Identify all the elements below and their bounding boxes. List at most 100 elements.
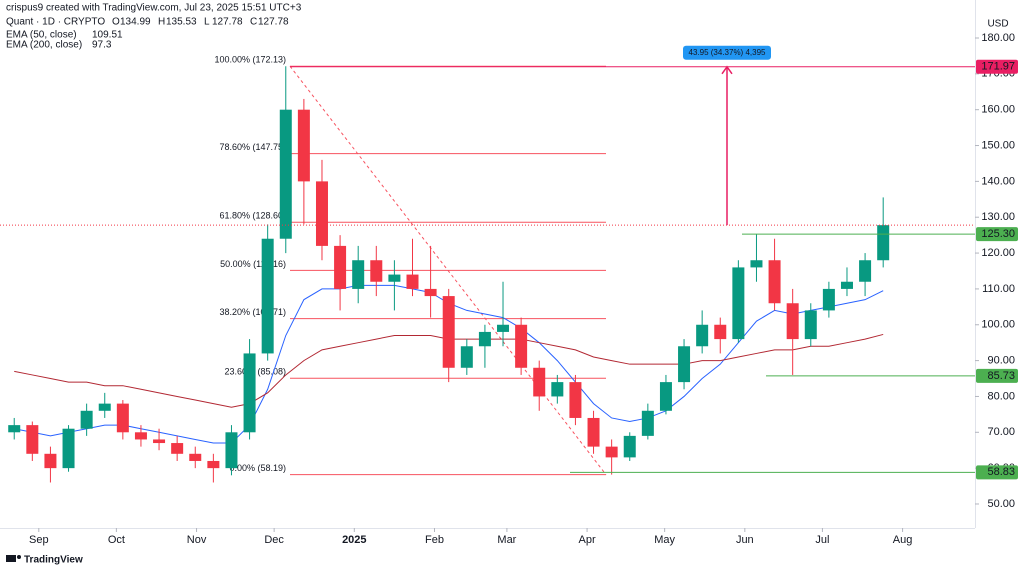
logo-mark — [6, 555, 16, 562]
candle — [44, 446, 57, 483]
candle — [587, 410, 600, 454]
candle — [714, 317, 727, 354]
ohlc-label: O — [112, 17, 120, 28]
candle-body — [315, 181, 328, 246]
y-tick-label: 90.00 — [987, 355, 1015, 367]
price-box-label: 125.30 — [981, 228, 1015, 240]
y-tick-label: 140.00 — [981, 175, 1015, 187]
candle-body — [551, 382, 564, 397]
candle — [26, 421, 39, 461]
candle-body — [243, 353, 256, 433]
x-tick-label: Oct — [108, 534, 125, 546]
candle — [279, 66, 292, 254]
candle — [786, 288, 799, 375]
price-box — [976, 368, 1018, 383]
candle-body — [334, 245, 347, 289]
brand: TradingView — [24, 555, 83, 566]
measure-arrowhead — [721, 65, 733, 75]
candle-body — [678, 346, 691, 383]
candle-body — [750, 260, 763, 268]
ohlc-value: 135.53 — [166, 17, 197, 28]
legend-name: EMA (50, close) — [6, 30, 77, 41]
candle — [424, 245, 437, 318]
x-tick-label: Aug — [893, 534, 913, 546]
fib-label: 78.60% (147.75) — [219, 142, 286, 152]
candle — [859, 253, 872, 297]
candle-body — [279, 109, 292, 239]
candle — [478, 324, 491, 368]
candle-body — [98, 403, 111, 411]
candle-body — [207, 460, 220, 469]
fib-label: 100.00% (172.13) — [214, 55, 286, 65]
candle-body — [442, 296, 455, 368]
candle — [334, 235, 347, 311]
ohlc-label: C — [250, 17, 257, 28]
candle-body — [116, 403, 129, 433]
candle — [840, 267, 853, 297]
candle-body — [26, 425, 39, 454]
candle — [171, 435, 184, 461]
fib-label: 50.00% (115.16) — [220, 259, 286, 269]
candle — [750, 234, 763, 282]
candle-body — [605, 446, 618, 458]
legend-name: EMA (200, close) — [6, 40, 82, 51]
y-tick-label: 70.00 — [987, 426, 1015, 438]
x-tick-label: Jun — [736, 534, 754, 546]
candle-body — [768, 260, 781, 304]
candle-body — [732, 267, 745, 340]
candle — [822, 281, 835, 318]
candle — [678, 339, 691, 390]
x-tick-label: Mar — [497, 534, 516, 546]
legend-value: 109.51 — [92, 30, 123, 41]
measure-box — [683, 45, 771, 60]
candle — [533, 360, 546, 411]
candle — [551, 374, 564, 404]
y-tick-label: 150.00 — [981, 139, 1015, 151]
candle — [370, 245, 383, 297]
x-tick-label: 2025 — [342, 534, 366, 546]
candle-body — [370, 260, 383, 282]
fib-label: 0.00% (58.19) — [229, 463, 286, 473]
candle — [406, 238, 419, 297]
candle — [515, 317, 528, 375]
y-tick-label: 110.00 — [982, 283, 1015, 295]
ohlc-label: H — [158, 17, 165, 28]
candle-body — [388, 274, 401, 282]
candle-body — [44, 453, 57, 469]
candle — [732, 260, 745, 343]
candle-body — [696, 324, 709, 347]
ohlc-value: 134.99 — [120, 17, 151, 28]
candle-body — [261, 238, 274, 354]
logo-dot — [17, 555, 21, 559]
candle — [62, 425, 75, 472]
credit: crispus9 created with TradingView.com, J… — [6, 3, 302, 14]
candle — [261, 224, 274, 361]
candle — [243, 339, 256, 440]
x-tick-label: May — [654, 534, 675, 546]
x-tick-label: Apr — [579, 534, 596, 546]
candle-body — [859, 260, 872, 282]
candle — [804, 303, 817, 347]
candle-body — [623, 435, 636, 458]
candle-body — [225, 432, 238, 469]
candle — [641, 403, 654, 440]
candle-body — [153, 439, 166, 444]
candle — [134, 425, 147, 447]
candle — [225, 425, 238, 476]
candle-body — [171, 443, 184, 454]
candle-body — [840, 281, 853, 289]
ohlc-value: 127.78 — [258, 17, 289, 28]
candle-body — [424, 288, 437, 297]
candle-body — [515, 324, 528, 368]
candle-body — [478, 331, 491, 347]
candle-body — [659, 382, 672, 411]
candle-body — [297, 109, 310, 182]
measure-label: 43.95 (34.37%) 4,395 — [689, 48, 766, 57]
x-tick-label: Dec — [264, 534, 284, 546]
candle — [297, 98, 310, 225]
price-box-label: 85.73 — [987, 370, 1015, 382]
candle — [460, 339, 473, 375]
y-tick-label: 100.00 — [981, 319, 1015, 331]
